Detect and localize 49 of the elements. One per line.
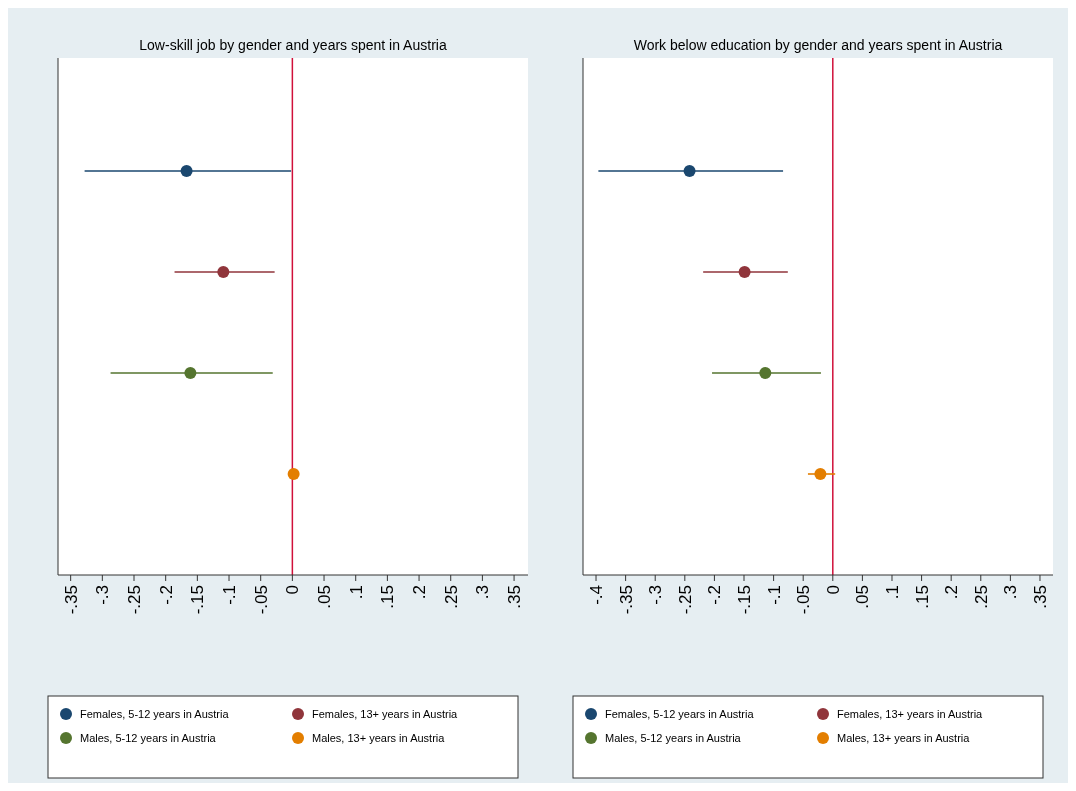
legend-label: Females, 13+ years in Austria: [837, 708, 984, 720]
x-tick-label: -.4: [587, 585, 607, 605]
point: [184, 367, 197, 379]
point: [217, 266, 230, 278]
legend-label: Males, 13+ years in Austria: [837, 732, 971, 744]
point: [287, 468, 300, 480]
x-tick-label: 0: [283, 585, 303, 595]
x-tick-label: -.35: [61, 585, 81, 615]
legend-label: Females, 13+ years in Austria: [312, 708, 459, 720]
x-tick-label: .1: [882, 585, 902, 600]
x-tick-label: -.2: [156, 585, 176, 605]
chart-title: Low-skill job by gender and years spent in Austria: [139, 37, 447, 53]
x-tick-label: .25: [971, 585, 991, 609]
x-tick-label: -.25: [675, 585, 695, 615]
x-tick-label: .05: [315, 585, 335, 609]
legend-label: Females, 5-12 years in Austria: [80, 708, 230, 720]
x-tick-label: .25: [441, 585, 461, 609]
x-tick-label: -.1: [220, 585, 240, 605]
x-tick-label: -.05: [251, 585, 271, 615]
x-tick-label: .15: [378, 585, 398, 609]
point: [759, 367, 772, 379]
x-tick-label: -.15: [188, 585, 208, 615]
legend-label: Males, 5-12 years in Austria: [80, 732, 217, 744]
point: [180, 165, 193, 177]
x-tick-label: -.05: [794, 585, 814, 615]
legend-label: Males, 5-12 years in Austria: [605, 732, 742, 744]
x-tick-label: -.35: [616, 585, 636, 615]
x-tick-label: .1: [346, 585, 366, 600]
x-tick-label: -.1: [764, 585, 784, 605]
x-tick-label: -.3: [93, 585, 113, 605]
x-tick-label: -.3: [646, 585, 666, 605]
x-tick-label: .2: [942, 585, 962, 600]
x-tick-label: -.25: [125, 585, 145, 615]
x-tick-label: .35: [1030, 585, 1050, 609]
x-tick-label: .2: [410, 585, 430, 600]
point: [738, 266, 751, 278]
x-tick-label: .3: [473, 585, 493, 600]
chart-title: Work below education by gender and years spent in Austria: [633, 37, 1003, 53]
legend-label: Females, 5-12 years in Austria: [605, 708, 755, 720]
x-tick-label: .15: [912, 585, 932, 609]
x-tick-label: .3: [1001, 585, 1021, 600]
x-tick-label: 0: [823, 585, 843, 595]
x-tick-label: .35: [505, 585, 525, 609]
point: [683, 165, 696, 177]
x-tick-label: .05: [853, 585, 873, 609]
x-tick-label: -.15: [735, 585, 755, 615]
x-tick-label: -.2: [705, 585, 725, 605]
legend-label: Males, 13+ years in Austria: [312, 732, 446, 744]
point: [814, 468, 827, 480]
